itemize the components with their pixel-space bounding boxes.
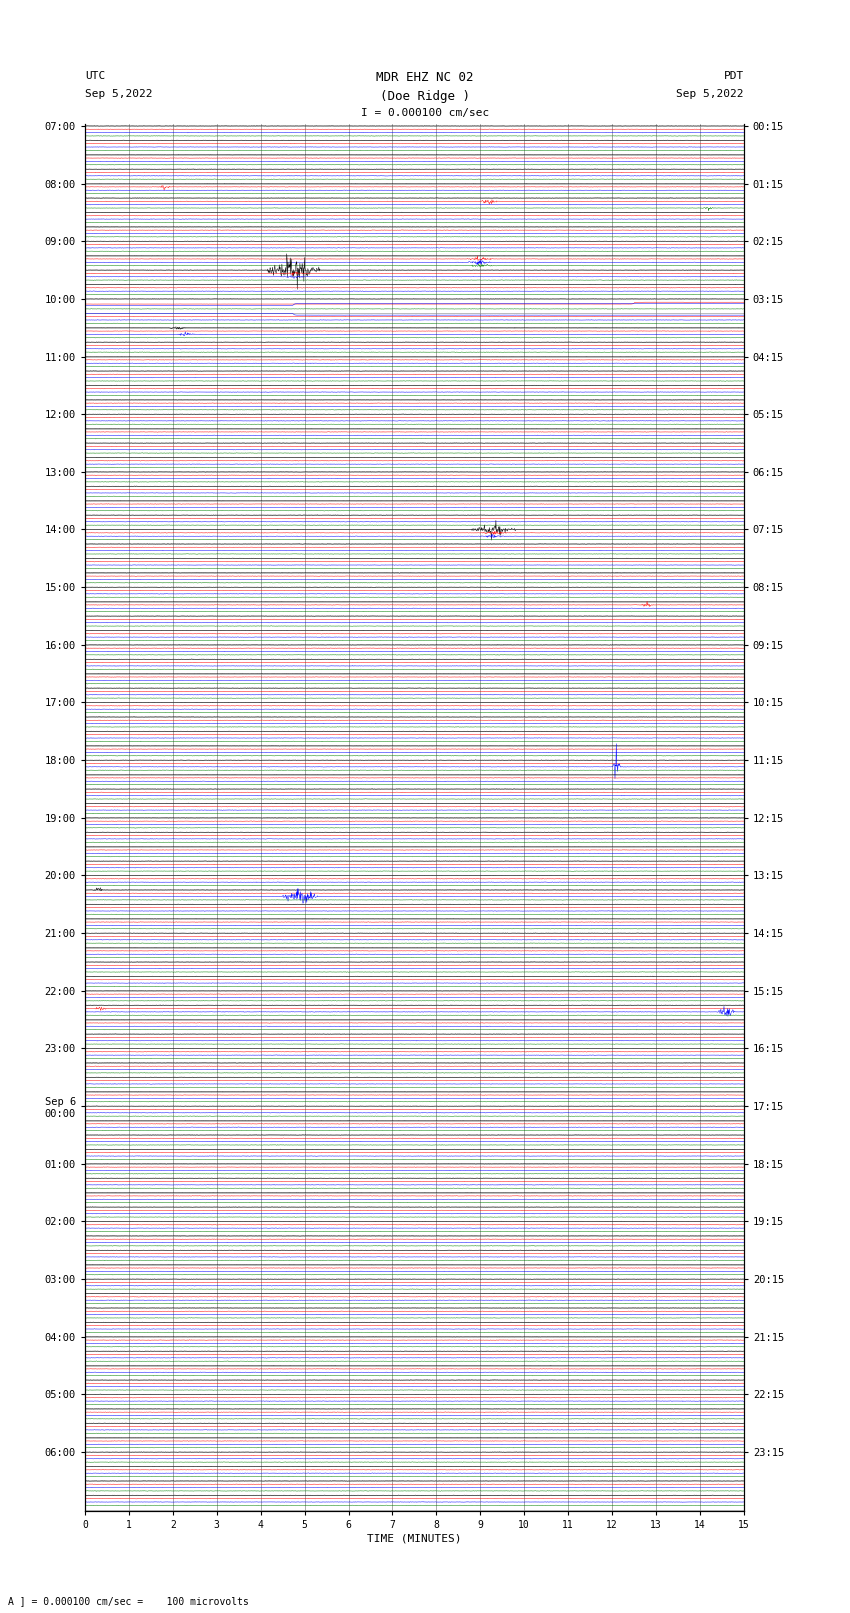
Text: Sep 5,2022: Sep 5,2022 (677, 89, 744, 98)
Text: UTC: UTC (85, 71, 105, 81)
X-axis label: TIME (MINUTES): TIME (MINUTES) (367, 1534, 462, 1544)
Text: MDR EHZ NC 02: MDR EHZ NC 02 (377, 71, 473, 84)
Text: (Doe Ridge ): (Doe Ridge ) (380, 90, 470, 103)
Text: A ] = 0.000100 cm/sec =    100 microvolts: A ] = 0.000100 cm/sec = 100 microvolts (8, 1597, 249, 1607)
Text: I = 0.000100 cm/sec: I = 0.000100 cm/sec (361, 108, 489, 118)
Text: Sep 5,2022: Sep 5,2022 (85, 89, 152, 98)
Text: PDT: PDT (723, 71, 744, 81)
